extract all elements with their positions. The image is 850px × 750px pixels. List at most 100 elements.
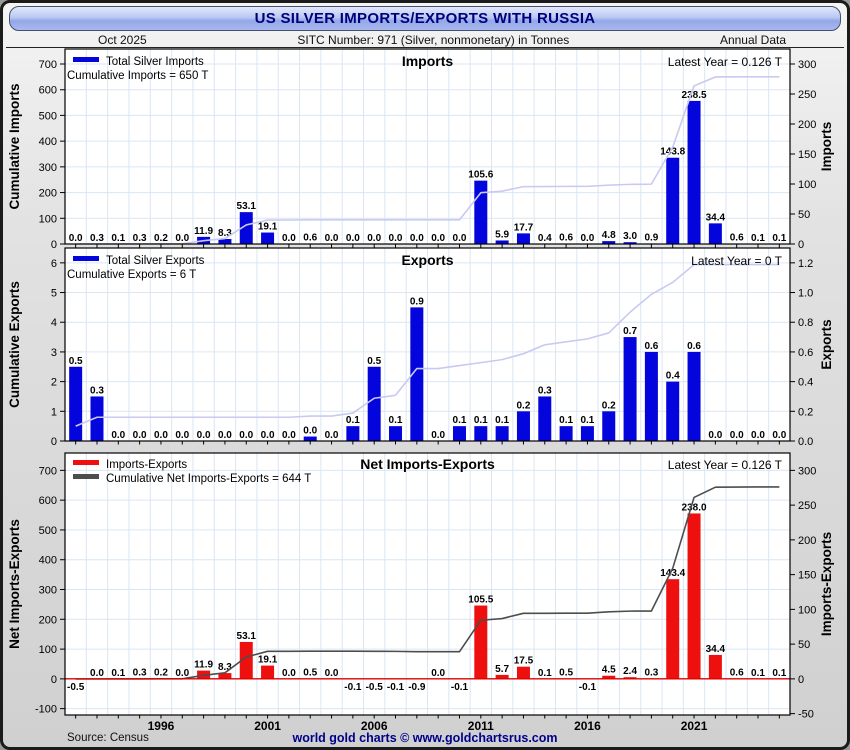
- left-tick-label: 100: [39, 644, 57, 656]
- bar-value-label: 0.9: [644, 232, 658, 243]
- bar: [389, 426, 403, 441]
- bar: [261, 665, 275, 679]
- right-tick-label: 150: [798, 149, 816, 161]
- bar-value-label: 0.0: [325, 233, 339, 244]
- bar-value-label: 0.0: [218, 430, 232, 441]
- right-tick-label: 0.4: [798, 377, 813, 389]
- left-tick-label: 100: [39, 213, 57, 225]
- right-axis-title: Exports: [819, 319, 834, 369]
- bar-value-label: 0.6: [559, 233, 573, 244]
- plot-border: [64, 247, 791, 442]
- bar-value-label: 53.1: [237, 201, 257, 212]
- bar: [559, 426, 573, 441]
- latest-year-label: Latest Year = 0 T: [691, 254, 783, 268]
- bar: [90, 396, 104, 441]
- bar: [687, 100, 701, 245]
- bar-value-label: 0.2: [154, 233, 168, 244]
- bar-value-label: 19.1: [258, 222, 278, 233]
- right-axis-title: Imports: [819, 122, 834, 172]
- bar-value-labels: 0.5 0.3 0.0 0.0 0.0 0.0 0.0 0.0 0.0 0.0 0.0 0.0 0.0 0…: [69, 296, 787, 441]
- right-tick-label: 300: [798, 59, 816, 71]
- bar: [495, 240, 509, 244]
- bar-value-label: 0.1: [389, 415, 403, 426]
- left-tick-label: 400: [39, 555, 57, 567]
- site-link[interactable]: world gold charts © www.goldchartsrus.co…: [292, 731, 558, 745]
- legend-label: Cumulative Net Imports-Exports = 644 T: [106, 473, 311, 485]
- bar-value-label: 0.0: [239, 430, 253, 441]
- bar: [69, 366, 83, 441]
- gridlines: [64, 248, 791, 442]
- left-axis-title: Net Imports-Exports: [7, 519, 22, 649]
- panel-title: Imports: [402, 53, 454, 69]
- legend: Total Silver Imports Cumulative Imports =…: [67, 56, 208, 82]
- panel-title: Net Imports-Exports: [360, 456, 495, 472]
- bar-value-label: -0.1: [387, 682, 405, 693]
- bar-value-label: 0.0: [303, 426, 317, 437]
- plot-border: [64, 452, 791, 716]
- bar: [516, 666, 530, 679]
- bar: [346, 426, 360, 441]
- bar-value-label: -0.1: [344, 682, 362, 693]
- x-tick-label: 2006: [361, 719, 388, 733]
- bar: [474, 426, 488, 441]
- bar-value-label: 19.1: [258, 655, 278, 666]
- left-tick-label: 0: [51, 436, 57, 448]
- x-axis: [75, 244, 780, 248]
- bar-value-label: 0.0: [346, 233, 360, 244]
- bar: [602, 241, 616, 244]
- bar-value-label: 0.3: [90, 233, 104, 244]
- imports-chart: 0.0 0.3 0.1 0.3 0.2 0.0 11.9 8.3 53.119.1 0.0 0.6 0…: [7, 48, 834, 251]
- left-tick-label: 400: [39, 136, 57, 148]
- legend-swatch: [73, 57, 99, 62]
- panel-title: Exports: [401, 252, 453, 268]
- bar-value-label: 0.0: [282, 233, 296, 244]
- right-tick-label: 100: [798, 179, 816, 191]
- exports-chart: 0.50.30.0 0.0 0.0 0.0 0.0 0.0 0.0 0.0 0.0 0.0 0.00…: [7, 247, 834, 448]
- left-axis-title: Cumulative Exports: [7, 281, 22, 408]
- bar-value-label: 0.0: [282, 430, 296, 441]
- bar-value-label: 4.5: [602, 665, 616, 676]
- bar-value-label: 0.3: [538, 385, 552, 396]
- left-tick-label: 1: [51, 406, 57, 418]
- footer: Source: Census world gold charts © www.g…: [3, 731, 847, 745]
- page-title: US SILVER IMPORTS/EXPORTS WITH RUSSIA: [254, 10, 596, 27]
- right-tick-label: 50: [798, 639, 810, 651]
- bar-value-label: 0.0: [282, 668, 296, 679]
- left-tick-label: 3: [51, 347, 57, 359]
- left-tick-label: 4: [51, 317, 57, 329]
- bar: [666, 579, 680, 679]
- bar-value-label: 238.5: [682, 90, 707, 101]
- bar: [516, 233, 530, 244]
- bar-value-label: 0.3: [644, 668, 658, 679]
- right-tick-label: 300: [798, 465, 816, 477]
- legend: Imports-Exports Cumulative Net Imports-Ex…: [73, 459, 311, 485]
- bar-value-label: 0.4: [538, 233, 552, 244]
- right-axis: 0 50 100 150 200 250 300: [790, 59, 816, 251]
- bar-value-label: 0.5: [69, 356, 83, 367]
- bar: [474, 180, 488, 244]
- bar-value-label: 0.0: [431, 233, 445, 244]
- bar-value-label: 0.6: [730, 233, 744, 244]
- bar: [623, 242, 637, 244]
- bar-value-labels: 0.0 0.3 0.1 0.3 0.2 0.0 11.9 8.3 53.119.1 0.0 0.6 0…: [69, 90, 787, 244]
- cumulative-annotation: Cumulative Imports = 650 T: [67, 70, 208, 82]
- left-tick-label: 700: [39, 59, 57, 71]
- bar-value-label: 0.1: [111, 668, 125, 679]
- bar: [666, 381, 680, 441]
- x-tick-label: 2021: [681, 719, 708, 733]
- bar-value-label: 0.0: [708, 430, 722, 441]
- bar-value-label: 53.1: [237, 631, 257, 642]
- bar: [708, 223, 722, 244]
- right-tick-label: 0.6: [798, 347, 813, 359]
- bar: [261, 232, 275, 244]
- bar-value-label: 11.9: [194, 226, 213, 237]
- right-tick-label: 100: [798, 604, 816, 616]
- cumulative-line: [75, 263, 780, 427]
- bar-value-label: 0.1: [751, 668, 765, 679]
- net-imports-exports-chart: -0.5 0.0 0.1 0.3 0.2 0.0 11.9 8.3 53.1 19.1 0.0 0.5…: [7, 452, 834, 733]
- bar: [687, 351, 701, 441]
- bar-value-label: 0.6: [303, 233, 317, 244]
- bar-value-label: 105.6: [468, 170, 493, 181]
- bar-value-label: 0.6: [687, 341, 701, 352]
